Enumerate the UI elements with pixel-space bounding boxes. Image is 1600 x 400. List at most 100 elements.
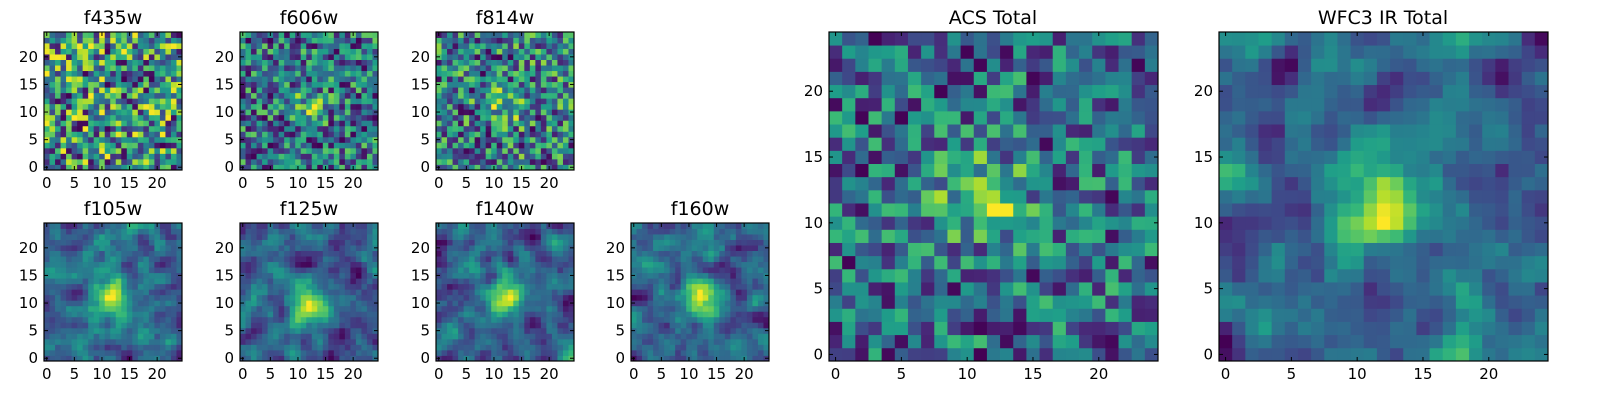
heatmap-cell [88, 283, 95, 290]
heatmap-cell [60, 114, 67, 121]
heatmap-cell [284, 239, 291, 246]
heatmap-cell [137, 245, 144, 251]
heatmap-cell [256, 289, 263, 296]
heatmap-cell [513, 142, 520, 149]
heatmap-cell [344, 322, 351, 329]
heatmap-cell [99, 87, 106, 94]
heatmap-cell [71, 289, 78, 296]
heatmap-cell [469, 272, 476, 279]
heatmap-cell [921, 334, 935, 349]
heatmap-cell [339, 283, 346, 290]
heatmap-cell [121, 239, 128, 246]
heatmap-cell [1105, 203, 1119, 217]
heatmap-cell [44, 76, 50, 83]
heatmap-cell [60, 43, 67, 49]
heatmap-cell [245, 311, 252, 318]
heatmap-cell [507, 256, 514, 263]
heatmap-cell [653, 300, 659, 307]
heatmap-cell [273, 283, 280, 290]
heatmap-cell [99, 142, 106, 149]
heatmap-cell [262, 338, 268, 345]
heatmap-cell [441, 234, 448, 240]
heatmap-cell [49, 87, 56, 94]
heatmap-cell [372, 311, 379, 318]
heatmap-cell [653, 294, 659, 301]
heatmap-cell [507, 250, 514, 257]
heatmap-cell [322, 278, 329, 285]
heatmap-cell [132, 327, 139, 334]
heatmap-cell [104, 333, 111, 340]
heatmap-cell [463, 349, 470, 356]
heatmap-cell [546, 120, 553, 127]
heatmap-cell [507, 300, 514, 307]
heatmap-cell [708, 355, 715, 362]
heatmap-cell [372, 65, 379, 72]
heatmap-cell [447, 289, 453, 296]
heatmap-cell [159, 120, 166, 127]
heatmap-cell [154, 48, 161, 55]
heatmap-cell [535, 153, 542, 160]
heatmap-cell [165, 294, 172, 301]
heatmap-cell [71, 228, 78, 235]
heatmap-cell [126, 120, 133, 127]
heatmap-cell [300, 147, 307, 154]
heatmap-cell [480, 239, 487, 246]
heatmap-cell [441, 37, 448, 44]
heatmap-cell [507, 92, 514, 99]
heatmap-cell [518, 311, 525, 318]
heatmap-cell [1092, 282, 1106, 296]
heatmap-cell [273, 153, 280, 160]
heatmap-cell [730, 322, 737, 329]
heatmap-cell [267, 316, 274, 323]
heatmap-cell [1039, 295, 1054, 309]
heatmap-cell [165, 131, 172, 138]
heatmap-cell [713, 322, 720, 329]
x-tick-label: 15 [120, 174, 139, 192]
heatmap-cell [245, 283, 252, 290]
heatmap-cell [741, 267, 748, 274]
heatmap-cell [170, 289, 177, 296]
heatmap-cell [551, 239, 558, 246]
heatmap-cell [669, 289, 676, 296]
heatmap-cell [295, 59, 302, 66]
heatmap-cell [99, 239, 106, 246]
heatmap-cell [436, 125, 442, 132]
heatmap-cell [115, 48, 122, 55]
heatmap-cell [176, 114, 183, 121]
heatmap-cell [93, 327, 100, 334]
heatmap-cell [524, 43, 531, 49]
heatmap-cell [842, 295, 856, 309]
heatmap-cell [518, 245, 525, 251]
heatmap-cell [469, 87, 476, 94]
heatmap-cell [317, 147, 324, 154]
heatmap-cell [278, 283, 285, 290]
heatmap-cell [77, 294, 84, 301]
heatmap-cell [686, 261, 693, 268]
heatmap-cell [104, 300, 111, 307]
heatmap-cell [110, 92, 117, 99]
heatmap-cell [170, 76, 177, 83]
heatmap-cell [436, 131, 442, 138]
heatmap-cell [88, 81, 95, 88]
heatmap-cell [469, 223, 476, 229]
axes-frame [239, 31, 379, 171]
heatmap-cell [669, 349, 676, 356]
heatmap-cell [480, 300, 487, 307]
heatmap-cell [452, 245, 459, 251]
heatmap-cell [93, 294, 100, 301]
heatmap-cell [708, 278, 715, 285]
heatmap-cell [557, 70, 564, 77]
heatmap-cell [730, 316, 737, 323]
heatmap-cell [518, 316, 525, 323]
heatmap-cell [126, 283, 133, 290]
heatmap-cell [1092, 308, 1106, 322]
heatmap-cell [322, 92, 329, 99]
heatmap-cell [350, 37, 357, 44]
heatmap-cell [436, 261, 442, 268]
heatmap-cell [669, 355, 676, 362]
heatmap-cell [60, 283, 67, 290]
heatmap-cell [669, 245, 676, 251]
heatmap-cell [262, 70, 268, 77]
heatmap-cell [328, 65, 335, 72]
heatmap-cell [245, 81, 252, 88]
